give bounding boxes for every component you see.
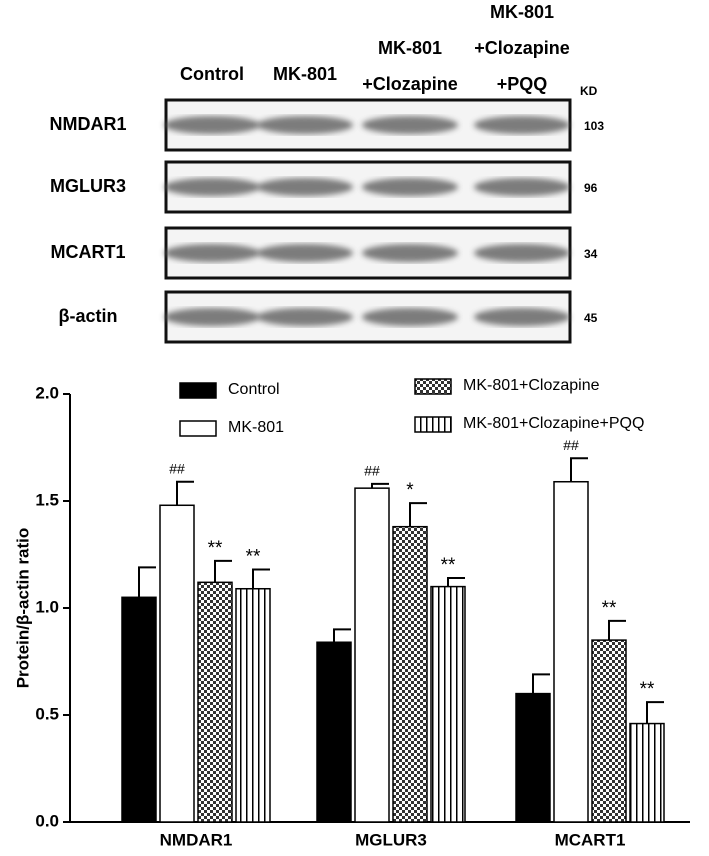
legend-label: MK-801: [228, 419, 284, 436]
bar: [553, 480, 589, 823]
lane-label: +Clozapine: [474, 38, 570, 58]
kd-value: 96: [584, 181, 598, 195]
band: [164, 116, 260, 134]
kd-value: 103: [584, 119, 604, 133]
band: [474, 308, 570, 326]
band: [164, 244, 260, 262]
lane-label: +PQQ: [497, 74, 548, 94]
bar: [316, 641, 352, 823]
y-axis-label: Protein/β-actin ratio: [13, 528, 32, 689]
legend-label: MK-801+Clozapine+PQQ: [463, 415, 644, 432]
legend-label: Control: [228, 381, 280, 398]
bar: [354, 487, 390, 823]
band: [257, 244, 353, 262]
bar: [235, 587, 271, 823]
legend-swatch: [414, 378, 452, 395]
bar: [629, 722, 665, 823]
lane-label: MK-801: [490, 2, 554, 22]
significance: **: [208, 538, 223, 559]
y-tick-label: 0.0: [35, 811, 59, 830]
significance: **: [246, 546, 261, 567]
row-label: β-actin: [59, 306, 118, 326]
significance: **: [602, 598, 617, 619]
x-tick-label: NMDAR1: [160, 830, 233, 849]
band: [474, 244, 570, 262]
band: [362, 244, 458, 262]
band: [362, 308, 458, 326]
significance: ##: [169, 460, 185, 476]
band: [257, 116, 353, 134]
band: [164, 308, 260, 326]
error-bar: [409, 502, 427, 527]
kd-label: KD: [580, 84, 598, 98]
error-bar: [176, 480, 194, 506]
y-tick-label: 0.5: [35, 704, 59, 723]
band: [257, 308, 353, 326]
y-tick-label: 1.0: [35, 597, 59, 616]
bar: [591, 639, 627, 823]
x-tick-label: MCART1: [555, 830, 626, 849]
band: [474, 116, 570, 134]
kd-value: 34: [584, 247, 598, 261]
row-label: MCART1: [51, 242, 126, 262]
error-bar: [532, 673, 550, 694]
bar: [159, 504, 195, 823]
error-bar: [608, 619, 626, 641]
legend-label: MK-801+Clozapine: [463, 377, 600, 394]
band: [362, 116, 458, 134]
band: [362, 178, 458, 196]
row-label: NMDAR1: [49, 114, 126, 134]
band: [474, 178, 570, 196]
row-label: MGLUR3: [50, 176, 126, 196]
bar: [392, 525, 428, 823]
error-bar: [371, 482, 389, 489]
bar: [197, 581, 233, 823]
error-bar: [214, 559, 232, 583]
error-bar: [447, 577, 465, 587]
band: [257, 178, 353, 196]
x-tick-label: MGLUR3: [355, 830, 427, 849]
error-bar: [252, 568, 270, 589]
band: [164, 178, 260, 196]
error-bar: [138, 566, 156, 598]
significance: ##: [364, 463, 380, 479]
lane-label: Control: [180, 64, 244, 84]
lane-label: +Clozapine: [362, 74, 458, 94]
lane-label: MK-801: [378, 38, 442, 58]
significance: **: [640, 679, 655, 700]
error-bar: [646, 701, 664, 724]
significance: *: [406, 480, 414, 501]
y-tick-label: 1.5: [35, 490, 59, 509]
bar: [515, 692, 551, 823]
bar: [121, 596, 157, 823]
legend-swatch: [179, 382, 217, 399]
bar: [430, 585, 466, 823]
legend-swatch: [414, 416, 452, 433]
significance: **: [441, 555, 456, 576]
lane-label: MK-801: [273, 64, 337, 84]
error-bar: [333, 628, 351, 643]
significance: ##: [563, 437, 579, 453]
legend-swatch: [179, 420, 217, 437]
error-bar: [570, 457, 588, 482]
y-tick-label: 2.0: [35, 383, 59, 402]
kd-value: 45: [584, 311, 598, 325]
